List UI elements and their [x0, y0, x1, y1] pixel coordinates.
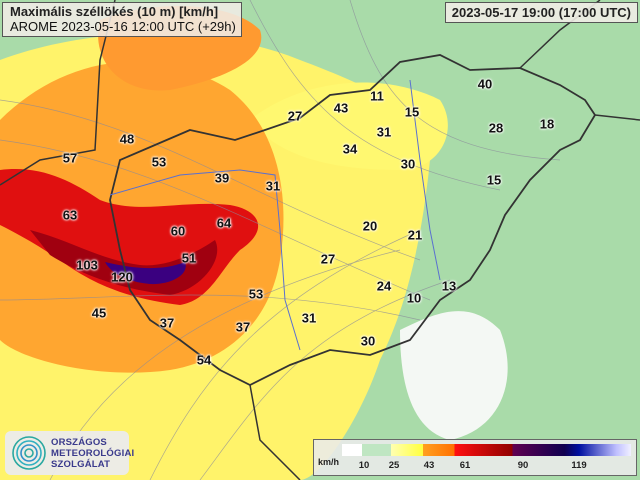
- gust-value-label: 30: [360, 333, 376, 349]
- gust-value-label: 21: [407, 227, 423, 243]
- gust-value-label: 54: [196, 352, 212, 368]
- gust-value-label: 31: [265, 178, 281, 194]
- legend-unit: km/h: [318, 457, 340, 467]
- legend-tick: 90: [517, 460, 529, 471]
- hungary-border: [109, 54, 597, 387]
- gust-value-label: 27: [320, 251, 336, 267]
- gust-value-label: 60: [170, 223, 186, 239]
- gust-value-label: 13: [441, 278, 457, 294]
- gust-value-label: 15: [404, 104, 420, 120]
- model-run: AROME 2023-05-16 12:00 UTC (+29h): [10, 19, 236, 34]
- omsz-logo: ORSZÁGOS METEOROLÓGIAI SZOLGÁLAT: [5, 431, 134, 475]
- color-legend: km/h 10 25 43 61 90 119: [313, 439, 637, 476]
- spiral-logo-icon: [12, 436, 46, 470]
- gust-value-label: 30: [400, 156, 416, 172]
- gust-value-label: 34: [342, 141, 358, 157]
- gust-value-label: 37: [159, 315, 175, 331]
- rivers: [109, 79, 441, 351]
- gust-value-label: 53: [248, 286, 264, 302]
- gust-value-label: 24: [376, 278, 392, 294]
- legend-tick: 25: [388, 460, 400, 471]
- legend-tick: 10: [358, 460, 370, 471]
- gust-value-label: 40: [477, 76, 493, 92]
- gust-value-label: 45: [91, 305, 107, 321]
- gust-value-label: 31: [376, 124, 392, 140]
- gust-value-label: 48: [119, 131, 135, 147]
- gust-value-label: 103: [76, 257, 98, 273]
- gust-value-label: 63: [62, 207, 78, 223]
- title-box: Maximális széllökés (10 m) [km/h] AROME …: [2, 2, 242, 37]
- gust-value-label: 28: [488, 120, 504, 136]
- gust-value-label: 18: [539, 116, 555, 132]
- gust-value-label: 31: [301, 310, 317, 326]
- gust-value-label: 43: [333, 100, 349, 116]
- valid-time: 2023-05-17 19:00 (17:00 UTC): [444, 2, 638, 23]
- gust-value-label: 11: [370, 88, 384, 104]
- gust-value-label: 20: [362, 218, 378, 234]
- white-area: [400, 311, 508, 440]
- gust-value-label: 27: [287, 108, 303, 124]
- legend-tick: 61: [459, 460, 471, 471]
- legend-color-bar: [342, 444, 631, 456]
- gust-value-label: 53: [151, 154, 167, 170]
- yellow-north: [250, 82, 448, 170]
- gust-value-label: 120: [111, 269, 133, 285]
- streamlines: [0, 0, 561, 480]
- gust-value-label: 57: [62, 150, 78, 166]
- gust-value-label: 64: [216, 215, 232, 231]
- legend-tick: 43: [423, 460, 435, 471]
- gust-value-label: 15: [486, 172, 502, 188]
- legend-tick: 119: [571, 460, 587, 471]
- logo-line-1: ORSZÁGOS: [51, 437, 107, 448]
- logo-line-3: SZOLGÁLAT: [51, 459, 111, 470]
- map-title: Maximális széllökés (10 m) [km/h]: [10, 4, 219, 19]
- gust-value-label: 37: [235, 319, 251, 335]
- logo-line-2: METEOROLÓGIAI: [51, 448, 135, 459]
- gust-value-label: 51: [181, 250, 197, 266]
- gust-value-label: 39: [214, 170, 230, 186]
- gust-value-label: 10: [406, 290, 422, 306]
